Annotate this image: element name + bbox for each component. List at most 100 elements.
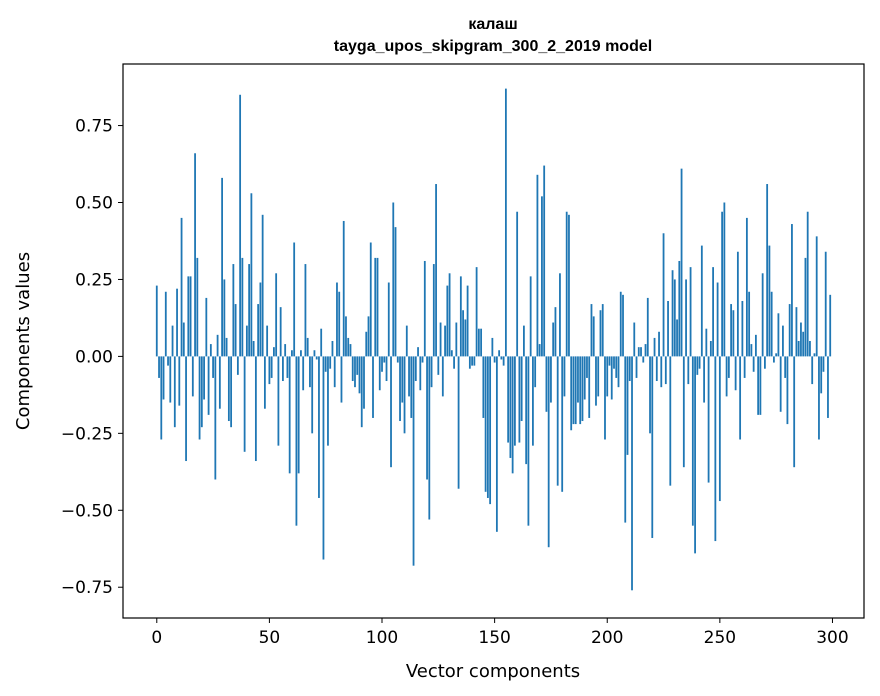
bar <box>178 356 181 406</box>
bar <box>534 356 537 388</box>
bar <box>167 356 169 366</box>
bar <box>579 356 582 425</box>
y-tick-label: 0.50 <box>75 194 113 214</box>
bar <box>338 291 341 357</box>
bar <box>604 356 606 440</box>
bar <box>754 334 757 357</box>
bar <box>617 356 620 388</box>
bar <box>322 356 325 560</box>
bar <box>486 356 489 498</box>
bar <box>426 356 428 480</box>
bar <box>761 273 764 357</box>
bar <box>820 356 823 394</box>
bar <box>554 307 557 357</box>
bar <box>642 356 645 363</box>
bar <box>782 325 784 357</box>
bar <box>498 350 501 357</box>
bar <box>331 341 334 357</box>
bar <box>446 285 449 357</box>
bar <box>261 214 264 357</box>
bar <box>401 356 404 403</box>
bar <box>394 227 397 357</box>
bar <box>489 356 492 505</box>
bar <box>288 356 291 474</box>
bar <box>266 325 269 357</box>
bar <box>827 356 829 418</box>
bar <box>809 341 811 357</box>
bar <box>354 356 356 388</box>
bar <box>187 276 190 357</box>
bar <box>658 331 660 357</box>
bar <box>369 242 372 357</box>
bar <box>764 356 766 369</box>
bar <box>588 356 591 418</box>
bar <box>550 356 552 403</box>
bar <box>734 356 737 391</box>
bar <box>813 353 816 357</box>
bar <box>340 356 343 403</box>
bar <box>277 356 280 446</box>
bar <box>559 273 561 357</box>
bar <box>376 257 379 357</box>
bar <box>387 282 390 357</box>
bar <box>727 356 730 378</box>
bar <box>408 356 410 397</box>
bar <box>745 217 748 357</box>
bar <box>696 356 699 375</box>
bar <box>414 356 417 382</box>
bar <box>396 356 399 363</box>
bar <box>536 174 539 357</box>
x-tick-label: 200 <box>591 628 623 648</box>
y-tick-label: 0.00 <box>75 347 113 367</box>
bar <box>212 356 214 378</box>
bar <box>225 337 228 357</box>
bar <box>419 356 422 391</box>
bar <box>158 356 160 378</box>
bar <box>468 356 471 369</box>
bar <box>342 220 345 357</box>
bar <box>473 356 476 366</box>
bar <box>410 356 413 418</box>
bar <box>293 242 296 357</box>
bar <box>685 279 687 357</box>
bar <box>295 356 298 526</box>
bar <box>236 356 239 375</box>
bar <box>788 304 791 357</box>
bar <box>700 245 703 357</box>
bar <box>811 356 814 385</box>
bar <box>637 347 640 357</box>
bar <box>275 273 278 357</box>
bar <box>511 356 514 474</box>
bar <box>757 356 760 415</box>
bar <box>365 331 368 357</box>
bar <box>403 356 406 434</box>
bar <box>547 356 550 548</box>
y-axis-label: Components values <box>13 252 34 430</box>
bar <box>203 356 205 400</box>
bar <box>568 214 570 357</box>
bar <box>574 356 577 425</box>
bar <box>698 356 701 369</box>
bar <box>390 356 392 468</box>
bar <box>221 177 223 357</box>
bar <box>563 356 566 397</box>
bar <box>671 270 674 357</box>
bar <box>464 319 467 357</box>
bar <box>705 328 708 357</box>
bar <box>703 356 705 403</box>
bar <box>218 356 221 409</box>
bar <box>619 291 622 357</box>
bar <box>493 356 496 363</box>
bar <box>748 291 751 357</box>
bar <box>779 356 782 412</box>
bar <box>678 260 681 357</box>
bar <box>245 325 248 357</box>
bar <box>741 300 744 357</box>
bar <box>725 356 728 397</box>
bar <box>423 260 426 357</box>
bar <box>243 356 246 452</box>
bar <box>624 356 627 523</box>
bar <box>383 356 386 363</box>
bar <box>471 356 473 366</box>
